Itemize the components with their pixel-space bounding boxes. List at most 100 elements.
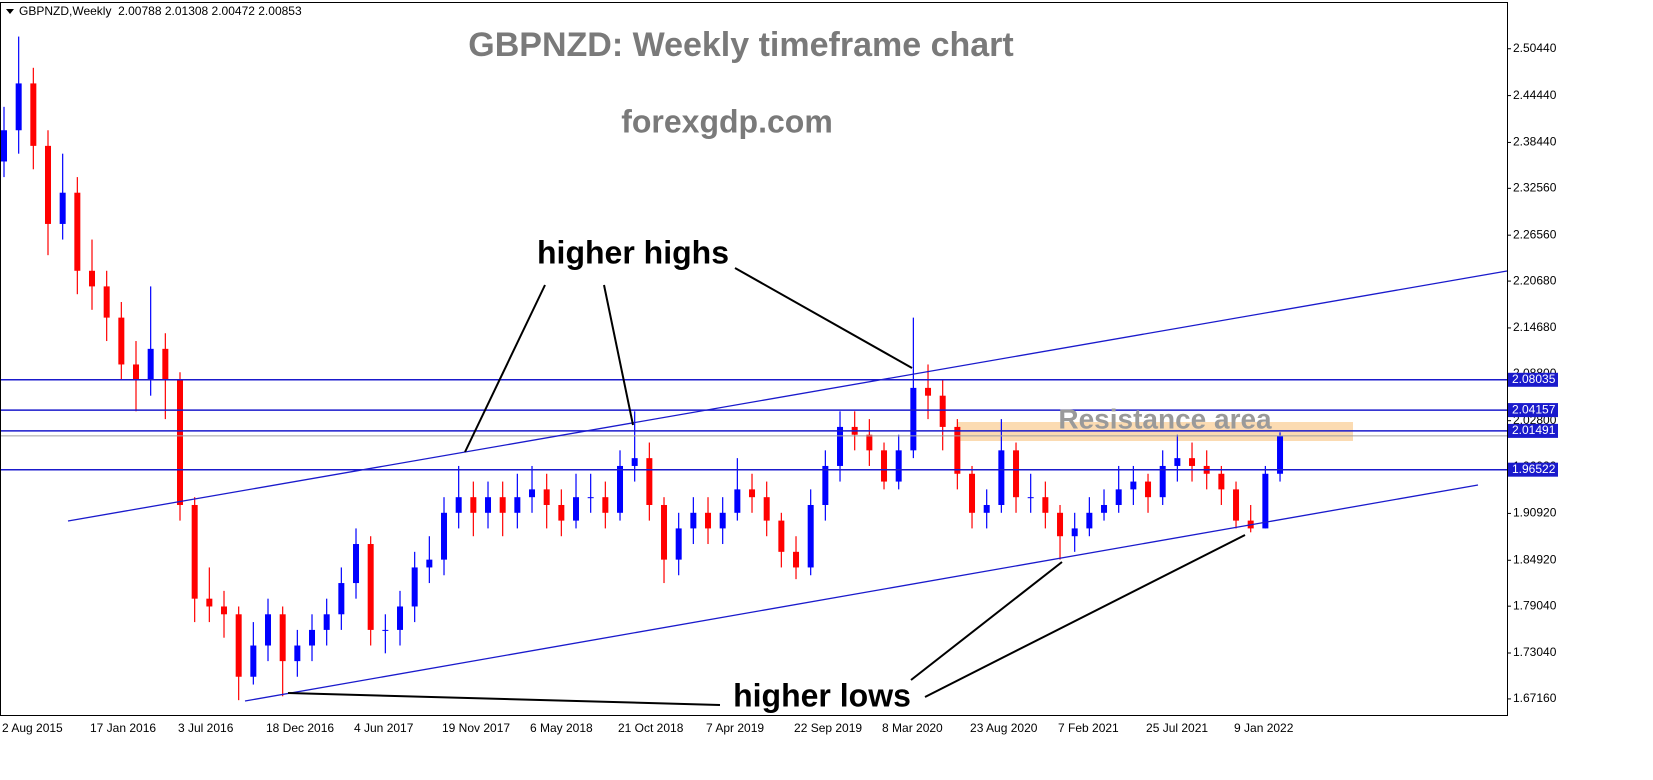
candle-body [1027,497,1034,499]
candle-body [1218,473,1225,490]
candle-body [250,645,257,677]
y-tick-label: 1.79040 [1513,598,1557,612]
annotation: higher lows [733,677,911,713]
y-tick-label: 2.20680 [1513,273,1557,287]
x-tick-label: 7 Feb 2021 [1058,721,1119,735]
candle-body [807,504,814,568]
candle-body [617,465,624,513]
candle-body [969,473,976,513]
y-tick-label: 2.14680 [1513,320,1557,334]
candle-body [499,497,506,513]
candle-body [1145,481,1152,498]
candle-body [74,192,81,271]
candle-body [675,528,682,560]
candle-body [910,387,917,451]
candle-body [1071,528,1078,537]
candle-body [338,583,345,615]
level-label: 1.96522 [1512,462,1556,476]
pointer-line [924,534,1246,698]
level-label: 2.04157 [1512,402,1556,416]
header-info: GBPNZD,Weekly 2.00788 2.01308 2.00472 2.… [19,4,302,18]
y-tick-label: 1.84920 [1513,552,1557,566]
candle-body [1013,450,1020,498]
x-tick-label: 17 Jan 2016 [90,721,156,735]
upper-trendline [67,270,1508,522]
candle-body [221,606,228,615]
y-tick-label: 2.32560 [1513,181,1557,195]
candle-body [837,426,844,466]
annotation: higher highs [537,234,729,270]
candle-body [778,520,785,552]
candle-body [1159,465,1166,498]
candle-body [1086,512,1093,529]
chart-subtitle: forexgdp.com [621,103,833,139]
x-tick-label: 2 Aug 2015 [2,721,63,735]
candle-body [822,465,829,505]
x-tick-label: 19 Nov 2017 [442,721,510,735]
x-tick-label: 21 Oct 2018 [618,721,684,735]
menu-icon[interactable] [6,9,14,14]
candle-body [103,286,110,318]
y-tick-label: 1.67160 [1513,691,1557,705]
y-tick-label: 1.73040 [1513,645,1557,659]
candle-body [763,497,770,521]
pointer-line [287,692,721,706]
candle-body [279,614,286,662]
candle-body [15,83,22,131]
candle-body [147,348,154,381]
candle-body [309,629,316,646]
candle-body [30,83,37,146]
candle-body [353,544,360,584]
candle-body [177,380,184,505]
candle-body [939,395,946,427]
overlay: higher highs higher lows Resistance area… [6,4,1508,713]
chart-title: GBPNZD: Weekly timeframe chart [468,26,1013,64]
pointer-line [464,284,546,453]
price-axis: 2.50440 2.44440 2.38440 2.32560 2.26560 2.206… [1507,41,1558,705]
candle-body [514,497,521,513]
candle-body [1189,458,1196,466]
candle-body [793,551,800,568]
candle-body [45,145,52,224]
x-tick-label: 18 Dec 2016 [266,721,334,735]
candle-body [1262,473,1269,529]
candle-body [89,270,96,287]
candle-body [455,497,462,513]
candle-body [866,434,873,451]
x-tick-label: 4 Jun 2017 [354,721,414,735]
candle-body [529,489,536,498]
candle-body [1,130,7,162]
candle-body [191,504,198,599]
candle-body [573,497,580,521]
candle-body [1174,458,1181,466]
candle-body [558,504,565,521]
x-tick-label: 7 Apr 2019 [706,721,764,735]
candle-body [925,387,932,396]
candle-body [983,504,990,513]
candle-body [954,426,961,474]
candle-body [631,458,638,466]
candle-body [59,192,66,224]
candle-body [265,614,272,646]
candle-body [719,512,726,529]
y-tick-label: 2.50440 [1513,41,1557,55]
lower-trendline [244,484,1479,702]
candle-body [602,497,609,513]
x-tick-label: 9 Jan 2022 [1234,721,1294,735]
candle-body [426,559,433,568]
candle-body [235,614,242,677]
x-tick-label: 22 Sep 2019 [794,721,862,735]
candle-body [206,598,213,607]
candle-body [895,450,902,482]
candle-body [1233,489,1240,521]
x-tick-label: 23 Aug 2020 [970,721,1038,735]
candle-body [367,544,374,630]
candle-body [118,317,125,365]
plot-frame [0,2,1508,716]
pointer-line [910,561,1063,681]
annotation: Resistance area [1058,403,1272,434]
candle-body [661,504,668,560]
level-label-box [1508,403,1558,418]
